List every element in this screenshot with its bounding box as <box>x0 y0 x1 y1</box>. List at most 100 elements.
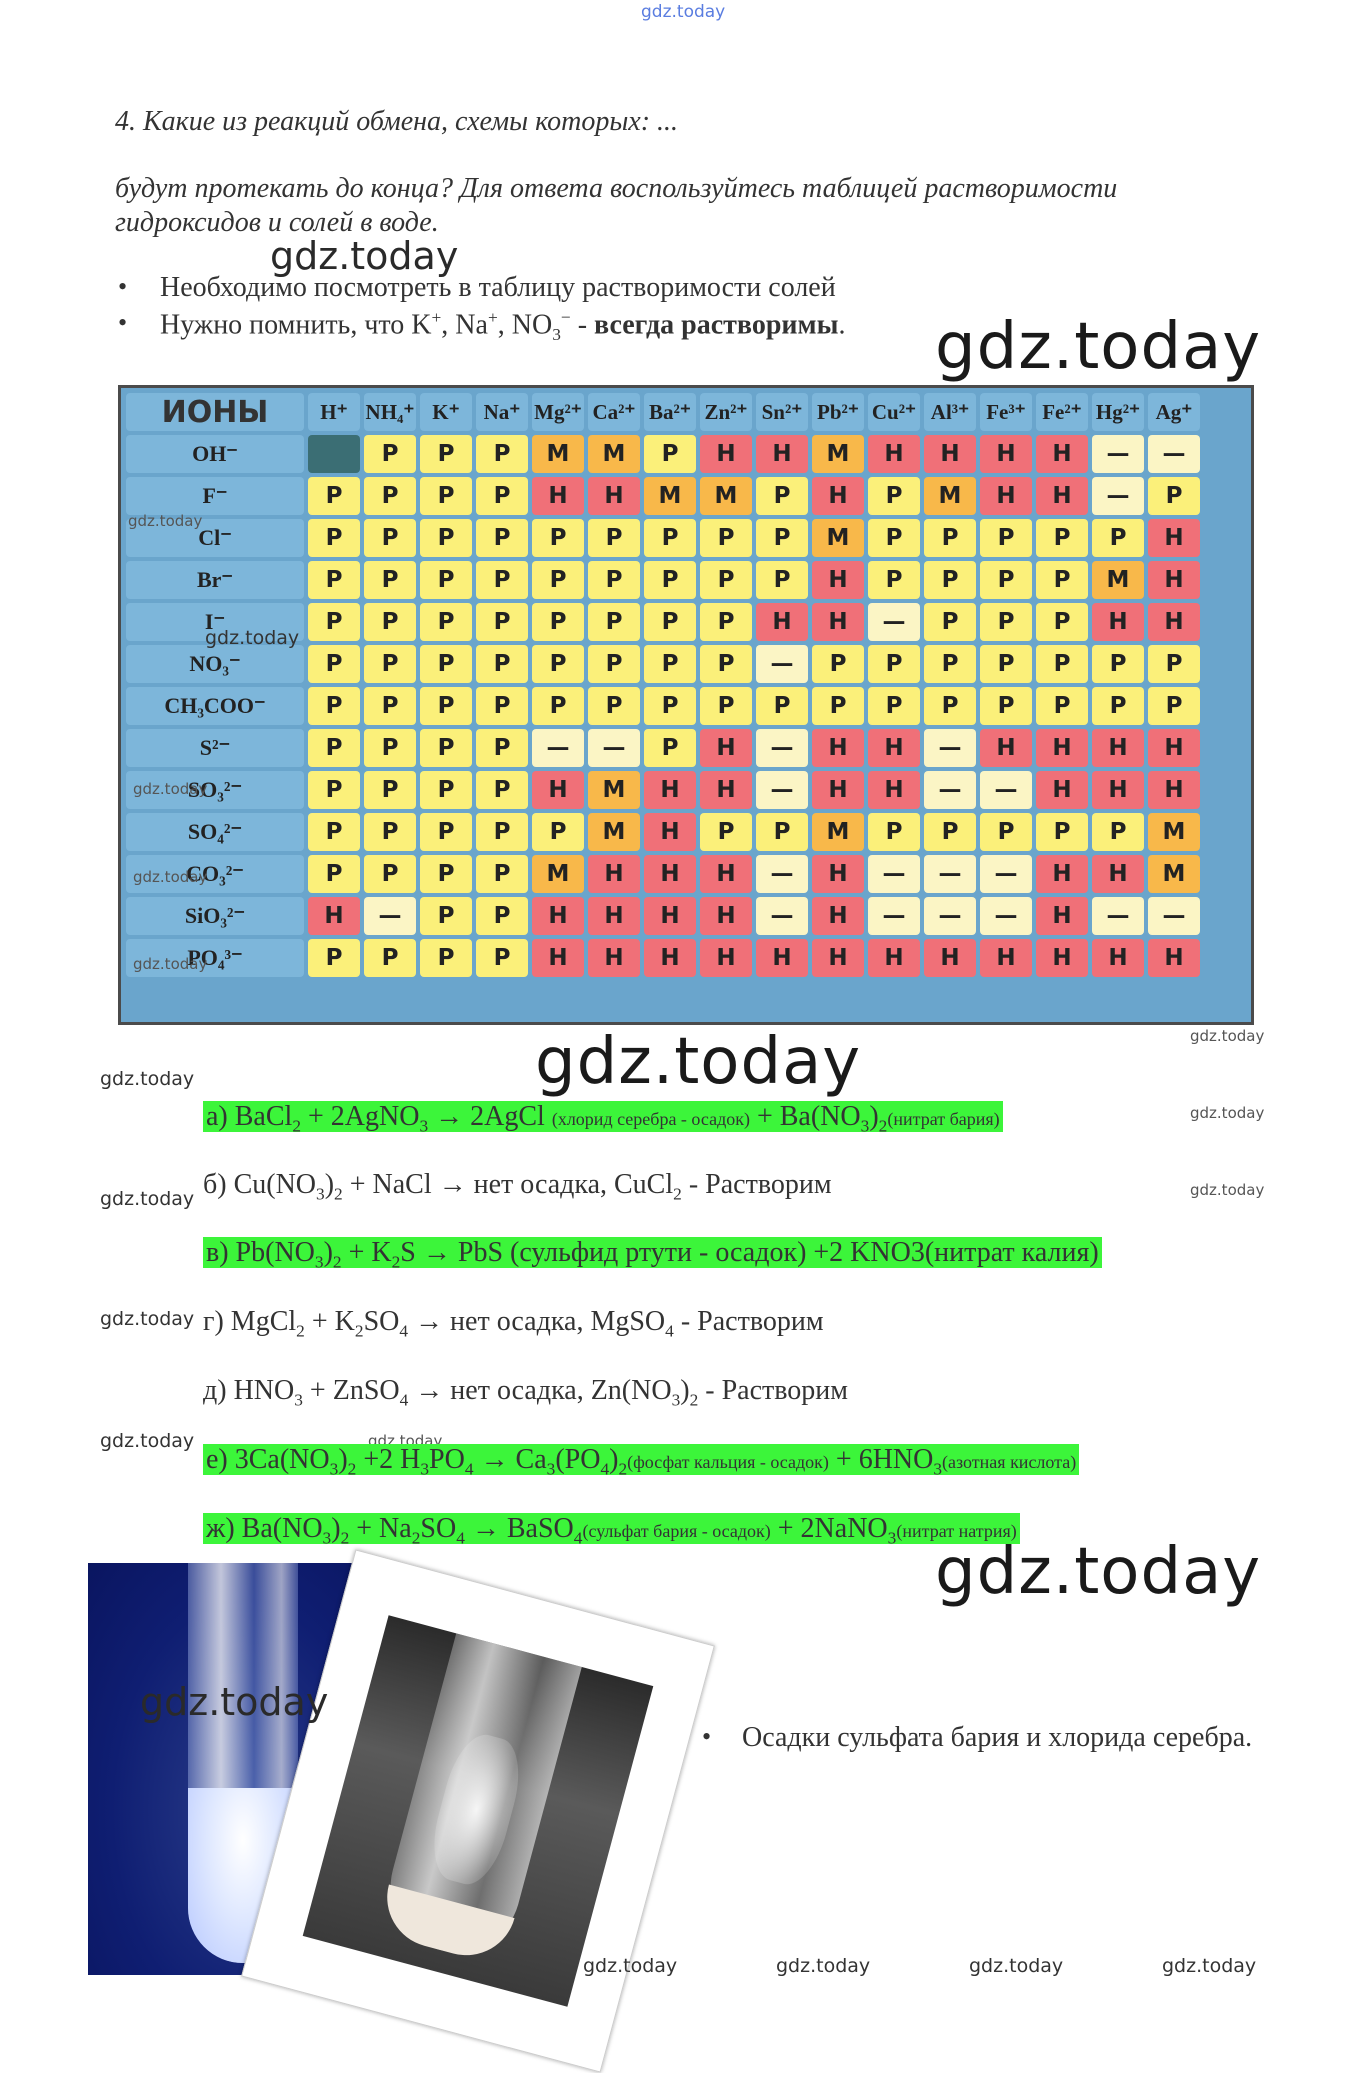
solubility-cell: Р <box>364 729 416 767</box>
anion-header: NO₃⁻ <box>126 645 304 683</box>
solubility-cell: Р <box>476 603 528 641</box>
solubility-cell: Н <box>812 771 864 809</box>
solubility-cell: Р <box>812 645 864 683</box>
solubility-cell: — <box>924 855 976 893</box>
solubility-cell: Р <box>476 939 528 977</box>
solubility-cell: Н <box>1092 729 1144 767</box>
solubility-cell: Р <box>588 561 640 599</box>
solubility-cell: Р <box>420 939 472 977</box>
solubility-cell: Р <box>644 519 696 557</box>
reaction-g: г) MgCl2 + K2SO4 → нет осадка, MgSO4 - Р… <box>203 1306 824 1341</box>
solubility-cell: Р <box>700 519 752 557</box>
solubility-cell: Р <box>532 519 584 557</box>
solubility-grid: ИОНЫ H⁺ NH₄⁺ K⁺ Na⁺ Mg²⁺ Ca²⁺ Ba²⁺ Zn²⁺ Sn²⁺ Pb²⁺ C… <box>122 389 1204 981</box>
cation-header: Ag⁺ <box>1148 393 1200 431</box>
solubility-cell: Р <box>700 813 752 851</box>
solubility-cell: Н <box>308 897 360 935</box>
solubility-cell: Р <box>308 813 360 851</box>
solubility-cell: Р <box>756 813 808 851</box>
solubility-cell: Н <box>924 939 976 977</box>
solubility-cell: Р <box>756 561 808 599</box>
watermark-top: gdz.today <box>641 2 726 22</box>
solubility-cell: Н <box>756 435 808 473</box>
anion-header: SiO₃²⁻ <box>126 897 304 935</box>
solubility-cell: Р <box>476 897 528 935</box>
solubility-cell: — <box>1092 897 1144 935</box>
solubility-cell: Р <box>420 729 472 767</box>
solubility-cell: Р <box>1092 645 1144 683</box>
solubility-cell: М <box>644 477 696 515</box>
solubility-cell: Р <box>308 603 360 641</box>
watermark: gdz.today <box>1162 1955 1257 1977</box>
solubility-cell: Р <box>476 435 528 473</box>
anion-header: F⁻ <box>126 477 304 515</box>
solubility-cell: М <box>1148 813 1200 851</box>
solubility-cell: Н <box>532 939 584 977</box>
hint-item-2: Нужно помнить, что K+, Na+, NO3− - всегд… <box>118 308 846 344</box>
solubility-cell: Н <box>812 729 864 767</box>
table-row: SiO₃²⁻ Н — Р Р Н Н Н Н — Н — — — Н — — <box>126 897 1200 935</box>
solubility-cell: Р <box>644 435 696 473</box>
cation-header: Sn²⁺ <box>756 393 808 431</box>
solubility-cell: Р <box>364 813 416 851</box>
solubility-cell: Н <box>868 729 920 767</box>
solubility-cell: Н <box>532 771 584 809</box>
solubility-cell: Н <box>812 603 864 641</box>
solubility-cell: Р <box>532 603 584 641</box>
solubility-cell: Н <box>644 771 696 809</box>
watermark: gdz.today <box>1190 1181 1265 1199</box>
solubility-cell: М <box>700 477 752 515</box>
solubility-cell: М <box>532 855 584 893</box>
solubility-cell: — <box>756 855 808 893</box>
solubility-cell: — <box>1148 897 1200 935</box>
solubility-cell: Р <box>980 519 1032 557</box>
solubility-cell: Р <box>700 645 752 683</box>
solubility-cell: — <box>924 729 976 767</box>
watermark: gdz.today <box>133 955 208 973</box>
solubility-cell: — <box>924 897 976 935</box>
solubility-cell: Н <box>1036 855 1088 893</box>
solubility-cell: Н <box>700 939 752 977</box>
solubility-cell: М <box>588 771 640 809</box>
watermark: gdz.today <box>140 1680 329 1724</box>
anion-header: SO₃²⁻ <box>126 771 304 809</box>
solubility-cell: — <box>980 771 1032 809</box>
solubility-cell: Р <box>476 687 528 725</box>
solubility-cell: Р <box>868 477 920 515</box>
solubility-cell: Н <box>1036 729 1088 767</box>
solubility-cell: — <box>980 855 1032 893</box>
solubility-cell: Р <box>532 645 584 683</box>
solubility-cell: М <box>812 813 864 851</box>
solubility-cell: Р <box>476 813 528 851</box>
solubility-cell: Р <box>812 687 864 725</box>
solubility-cell: — <box>756 897 808 935</box>
solubility-cell: Р <box>644 687 696 725</box>
solubility-cell: Р <box>1148 477 1200 515</box>
solubility-cell: Н <box>1092 603 1144 641</box>
anion-header: S²⁻ <box>126 729 304 767</box>
anion-header: CH₃COO⁻ <box>126 687 304 725</box>
table-row: PO₄³⁻ Р Р Р Р Н Н Н Н Н Н Н Н Н Н Н Н <box>126 939 1200 977</box>
solubility-cell: Н <box>644 855 696 893</box>
solubility-cell: Р <box>420 897 472 935</box>
cation-header: H⁺ <box>308 393 360 431</box>
solubility-cell: Р <box>1036 687 1088 725</box>
solubility-cell: Н <box>1148 561 1200 599</box>
table-row: OH⁻ Р Р Р М М Р Н Н М Н Н Н Н — — <box>126 435 1200 473</box>
watermark: gdz.today <box>583 1955 678 1977</box>
solubility-cell: Р <box>980 561 1032 599</box>
solubility-cell: Р <box>308 519 360 557</box>
solubility-cell: Р <box>924 813 976 851</box>
solubility-cell: Н <box>700 855 752 893</box>
solubility-cell: Р <box>308 729 360 767</box>
solubility-cell: Р <box>364 939 416 977</box>
cation-header: Zn²⁺ <box>700 393 752 431</box>
solubility-cell: Р <box>588 519 640 557</box>
table-corner-label: ИОНЫ <box>126 393 304 431</box>
solubility-cell: Р <box>588 687 640 725</box>
cation-header: Fe³⁺ <box>980 393 1032 431</box>
task-question: будут протекать до конца? Для ответа вос… <box>115 173 1118 238</box>
solubility-cell: Р <box>476 645 528 683</box>
solubility-cell: Р <box>476 771 528 809</box>
solubility-cell: Р <box>364 855 416 893</box>
